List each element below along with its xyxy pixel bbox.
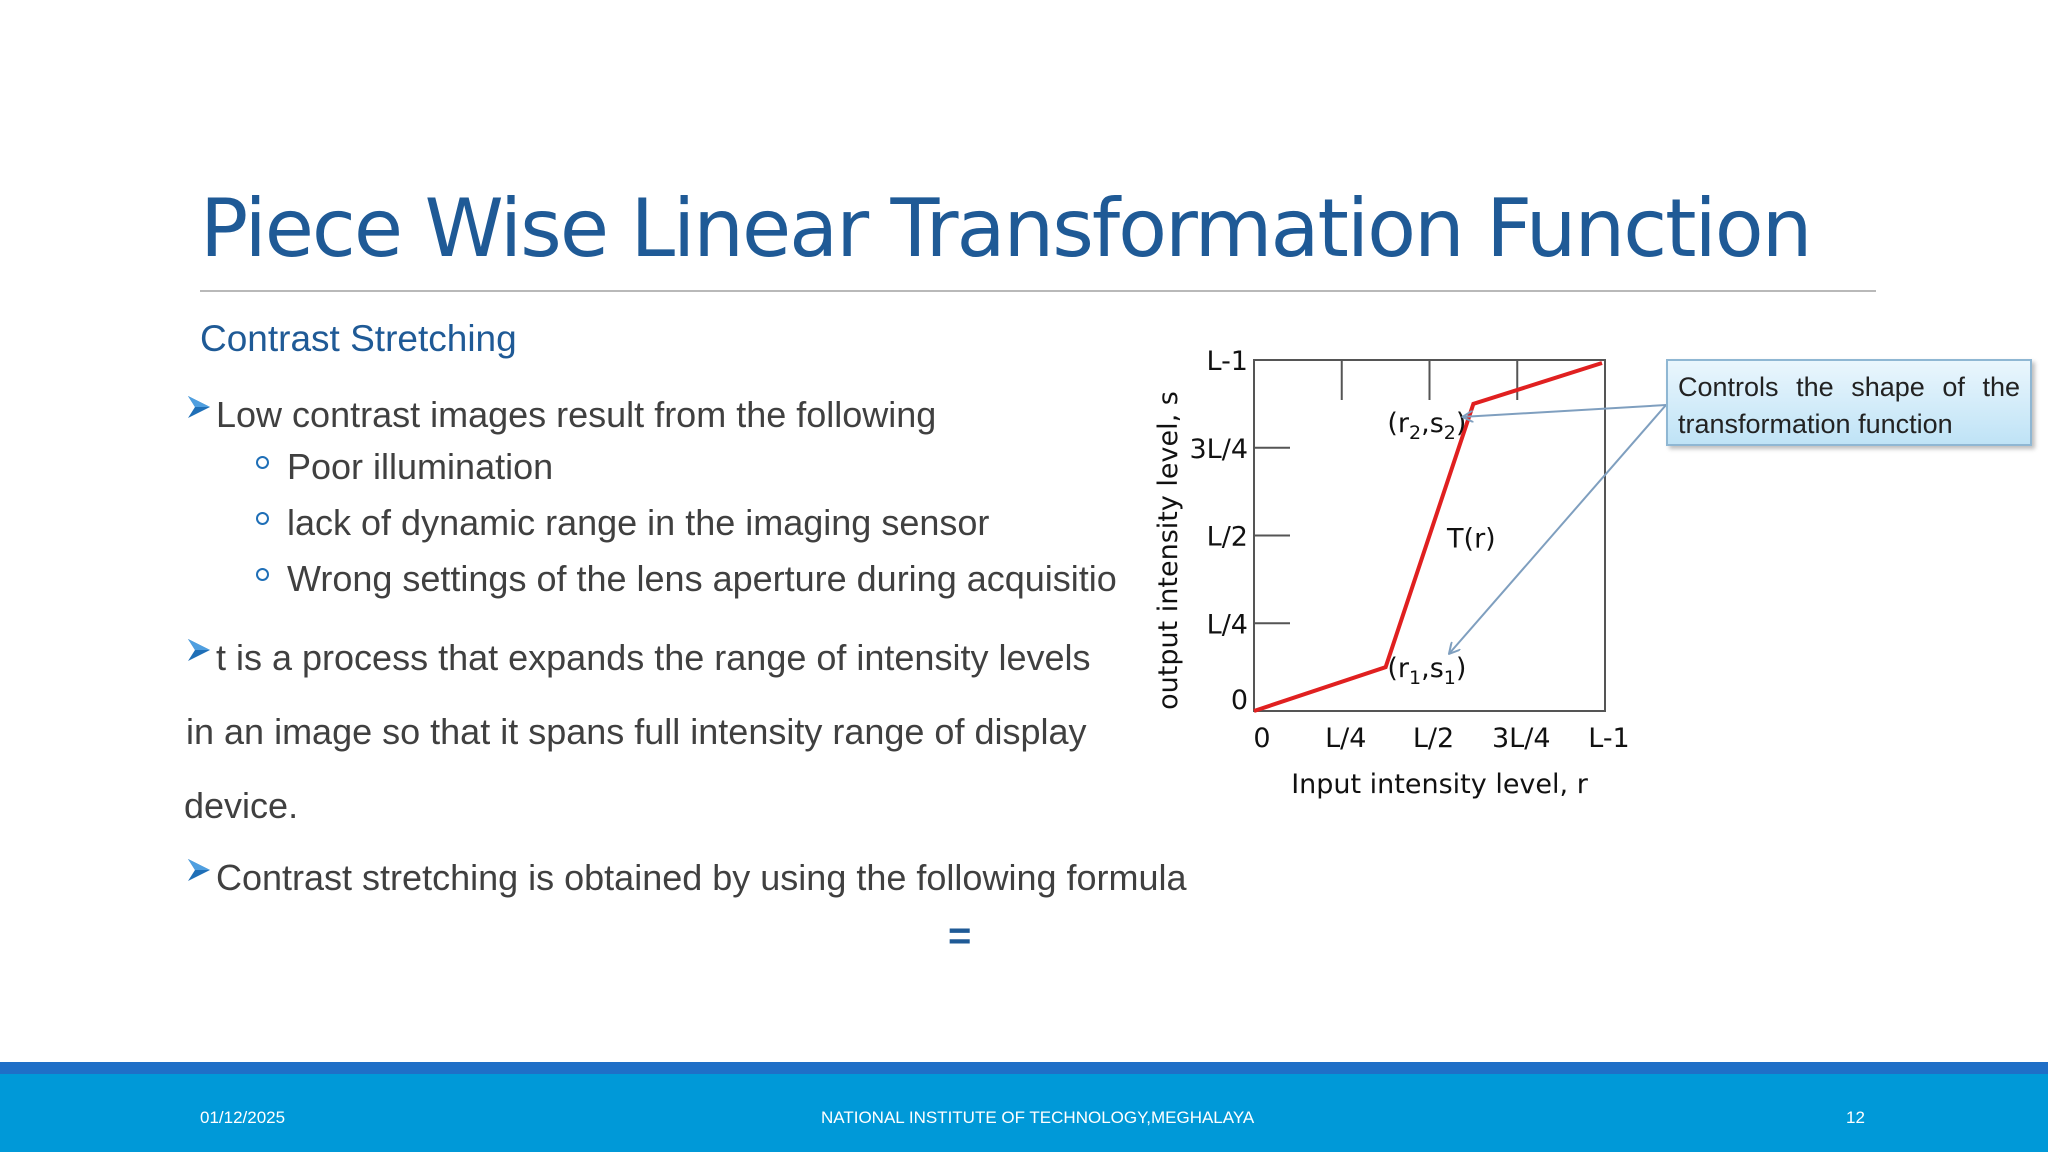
x-tick-label: L/4 (1325, 723, 1366, 754)
equals-sign: = (948, 914, 972, 958)
circle-bullet-icon (256, 456, 269, 469)
y-tick-label: L-1 (1207, 346, 1249, 377)
y-axis-label: output intensity level, s (1153, 391, 1184, 710)
sub-bullet-illumination: Poor illumination (287, 446, 554, 487)
transformation-curve (1253, 361, 1603, 713)
callout-line1: Controls the shape of the (1678, 369, 2020, 406)
x-tick-label: L/2 (1413, 723, 1454, 754)
arrow-bullet-icon (188, 396, 210, 418)
bullet-low-contrast: Low contrast images result from the foll… (216, 394, 937, 435)
bullet-process-line1: t is a process that expands the range of… (216, 637, 1091, 678)
section-subtitle: Contrast Stretching (200, 318, 517, 359)
transformation-chart: 0 L/4 L/2 3L/4 L-1 0 L/4 L/2 3L/4 L-1 Input inte… (1153, 346, 1667, 800)
arrow-bullet-icon (188, 859, 210, 881)
callout-word: the (1982, 372, 2020, 402)
footer-institution: NATIONAL INSTITUTE OF TECHNOLOGY,MEGHALA… (821, 1108, 1255, 1127)
x-tick-label: 0 (1253, 723, 1270, 754)
footer-page-number: 12 (1846, 1108, 1865, 1127)
callout-arrow-upper (1463, 404, 1667, 417)
footer-bar: 01/12/2025 NATIONAL INSTITUTE OF TECHNOL… (0, 1074, 2048, 1152)
slide-title: Piece Wise Linear Transformation Functio… (200, 182, 1812, 275)
point-label-r1-s1: (r1,s1) (1387, 653, 1466, 689)
y-tick-label: L/4 (1207, 609, 1248, 640)
x-tick-label: 3L/4 (1492, 723, 1551, 754)
sub-bullet-lens-aperture: Wrong settings of the lens aperture duri… (287, 558, 1117, 599)
y-tick-label: 3L/4 (1190, 434, 1249, 465)
callout-box: Controls the shape of the transformation fun… (1666, 359, 2032, 446)
curve-label: T(r) (1446, 524, 1496, 555)
bullet-formula: Contrast stretching is obtained by using… (216, 857, 1187, 898)
sub-bullet-dynamic-range: lack of dynamic range in the imaging sen… (287, 502, 990, 543)
y-tick-label: 0 (1231, 685, 1248, 716)
point-label-r2-s2: (r2,s2) (1387, 408, 1466, 444)
title-divider (200, 290, 1876, 292)
callout-word: shape (1851, 372, 1925, 402)
callout-word: Controls (1678, 372, 1779, 402)
bullet-process-line2: in an image so that it spans full intens… (186, 711, 1087, 752)
callout-line2: transformation function (1678, 409, 1953, 439)
callout-arrow-lower (1450, 404, 1667, 653)
y-tick-label: L/2 (1207, 522, 1248, 553)
circle-bullet-icon (256, 512, 269, 525)
footer-accent-bar (0, 1062, 2048, 1074)
x-axis-label: Input intensity level, r (1291, 769, 1589, 800)
callout-word: of (1942, 372, 1965, 402)
bullet-process-line3: device. (184, 785, 299, 826)
callout-word: the (1796, 372, 1834, 402)
x-tick-label: L-1 (1588, 723, 1630, 754)
arrow-bullet-icon (188, 639, 210, 661)
circle-bullet-icon (256, 568, 269, 581)
footer-date: 01/12/2025 (200, 1108, 286, 1127)
